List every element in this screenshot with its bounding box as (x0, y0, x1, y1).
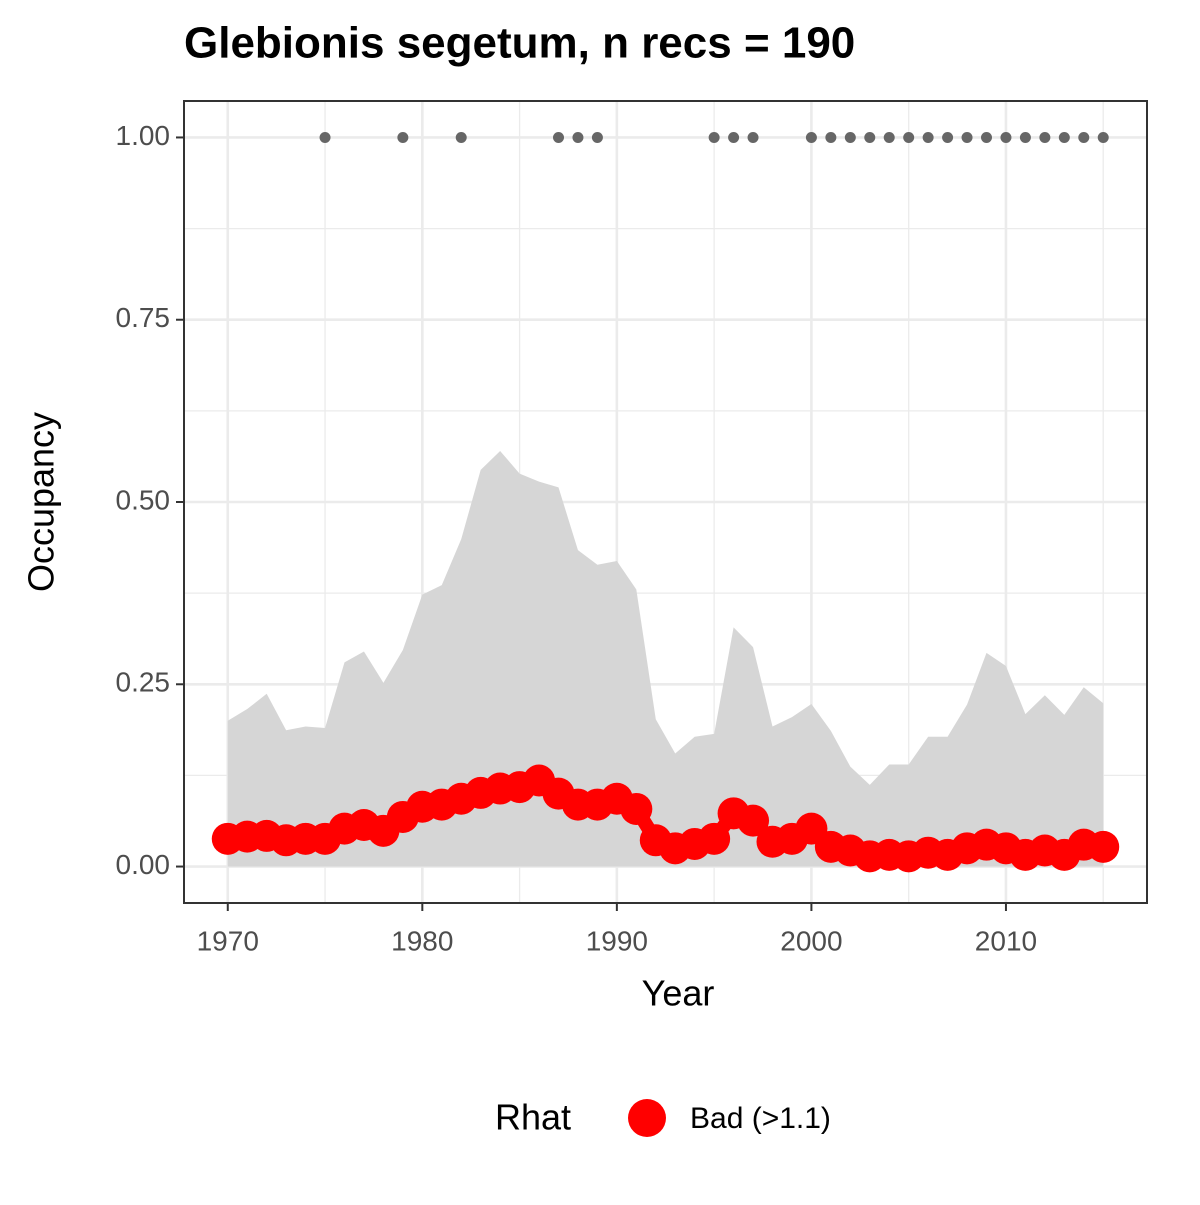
y-tick-label: 0.25 (116, 667, 171, 698)
record-point (864, 131, 876, 143)
record-point (903, 131, 915, 143)
x-tick-label: 2010 (975, 925, 1037, 956)
record-point (455, 131, 467, 143)
x-axis-title: Year (642, 973, 715, 1014)
series-point (737, 804, 770, 837)
record-point (553, 131, 564, 143)
legend-title: Rhat (495, 1097, 571, 1138)
x-tick-label: 1970 (197, 925, 259, 956)
record-point (825, 131, 837, 143)
record-point (1078, 131, 1090, 143)
legend-key (628, 1099, 666, 1137)
y-tick-label: 0.50 (116, 484, 171, 515)
series-point (1087, 830, 1120, 863)
record-point (591, 131, 603, 143)
y-tick-label: 0.75 (116, 302, 171, 333)
record-point (844, 131, 856, 143)
chart-title: Glebionis segetum, n recs = 190 (184, 19, 855, 68)
record-point (728, 131, 740, 143)
record-point (1039, 131, 1051, 143)
legend-label: Bad (>1.1) (690, 1102, 831, 1135)
record-point (1097, 131, 1109, 143)
record-point (922, 131, 934, 143)
record-point (805, 131, 817, 143)
record-point (747, 131, 759, 143)
record-point (981, 131, 992, 143)
y-tick-label: 1.00 (116, 120, 171, 151)
record-point (942, 131, 954, 143)
record-point (319, 131, 331, 143)
record-point (397, 131, 409, 143)
y-tick-label: 0.00 (116, 849, 171, 880)
y-axis-title: Occupancy (21, 412, 62, 592)
record-point (708, 131, 720, 143)
plot-border (183, 100, 1148, 904)
x-tick-label: 1990 (586, 925, 648, 956)
record-point (883, 131, 895, 143)
series-point (620, 792, 653, 825)
x-tick-label: 2000 (780, 925, 842, 956)
record-point (1058, 131, 1070, 143)
record-point (1000, 131, 1012, 143)
record-point (1019, 131, 1031, 143)
record-point (961, 131, 973, 143)
x-tick-label: 1980 (391, 925, 453, 956)
series-point (698, 822, 731, 855)
credible-band (227, 450, 1104, 867)
record-point (572, 131, 584, 143)
